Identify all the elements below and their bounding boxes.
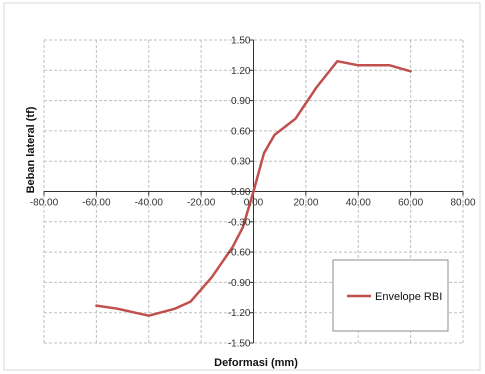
x-tick-label: 80.00 [450,198,475,209]
x-tick-label: 0.00 [244,198,264,209]
y-tick-label: -0.90 [228,278,251,289]
y-tick-label: -1.20 [228,308,251,319]
series-line-0 [95,59,412,317]
y-tick-label: 1.20 [231,66,251,77]
chart-frame [3,2,481,371]
legend: Envelope RBI [332,259,449,332]
y-tick-label: -1.50 [228,339,251,350]
y-tick-label: -0.60 [228,248,251,259]
y-tick-label: 0.00 [231,187,251,198]
y-tick-label: -0.30 [228,217,251,228]
x-tick-label: 60.00 [398,198,423,209]
x-tick-label: -60.00 [82,198,111,209]
series-lines [95,59,412,317]
legend-label: Envelope RBI [375,291,442,303]
x-tick-label: -20.00 [187,198,216,209]
y-tick-label: 1.50 [231,36,251,47]
x-tick-label: -40.00 [135,198,164,209]
x-axis-title: Deformasi (mm) [214,357,298,369]
y-tick-label: 0.60 [231,126,251,137]
y-axis-title: Beban lateral (tf) [25,106,37,193]
x-tick-label: 20.00 [293,198,318,209]
tick-labels: -80.00 -60.00 -40.00 -20.00 0.00 20.00 40.00 60… [30,36,476,350]
y-tick-label: 0.30 [231,157,251,168]
x-tick-label: -80.00 [30,198,59,209]
x-tick-label: 40.00 [346,198,371,209]
y-tick-label: 0.90 [231,96,251,107]
